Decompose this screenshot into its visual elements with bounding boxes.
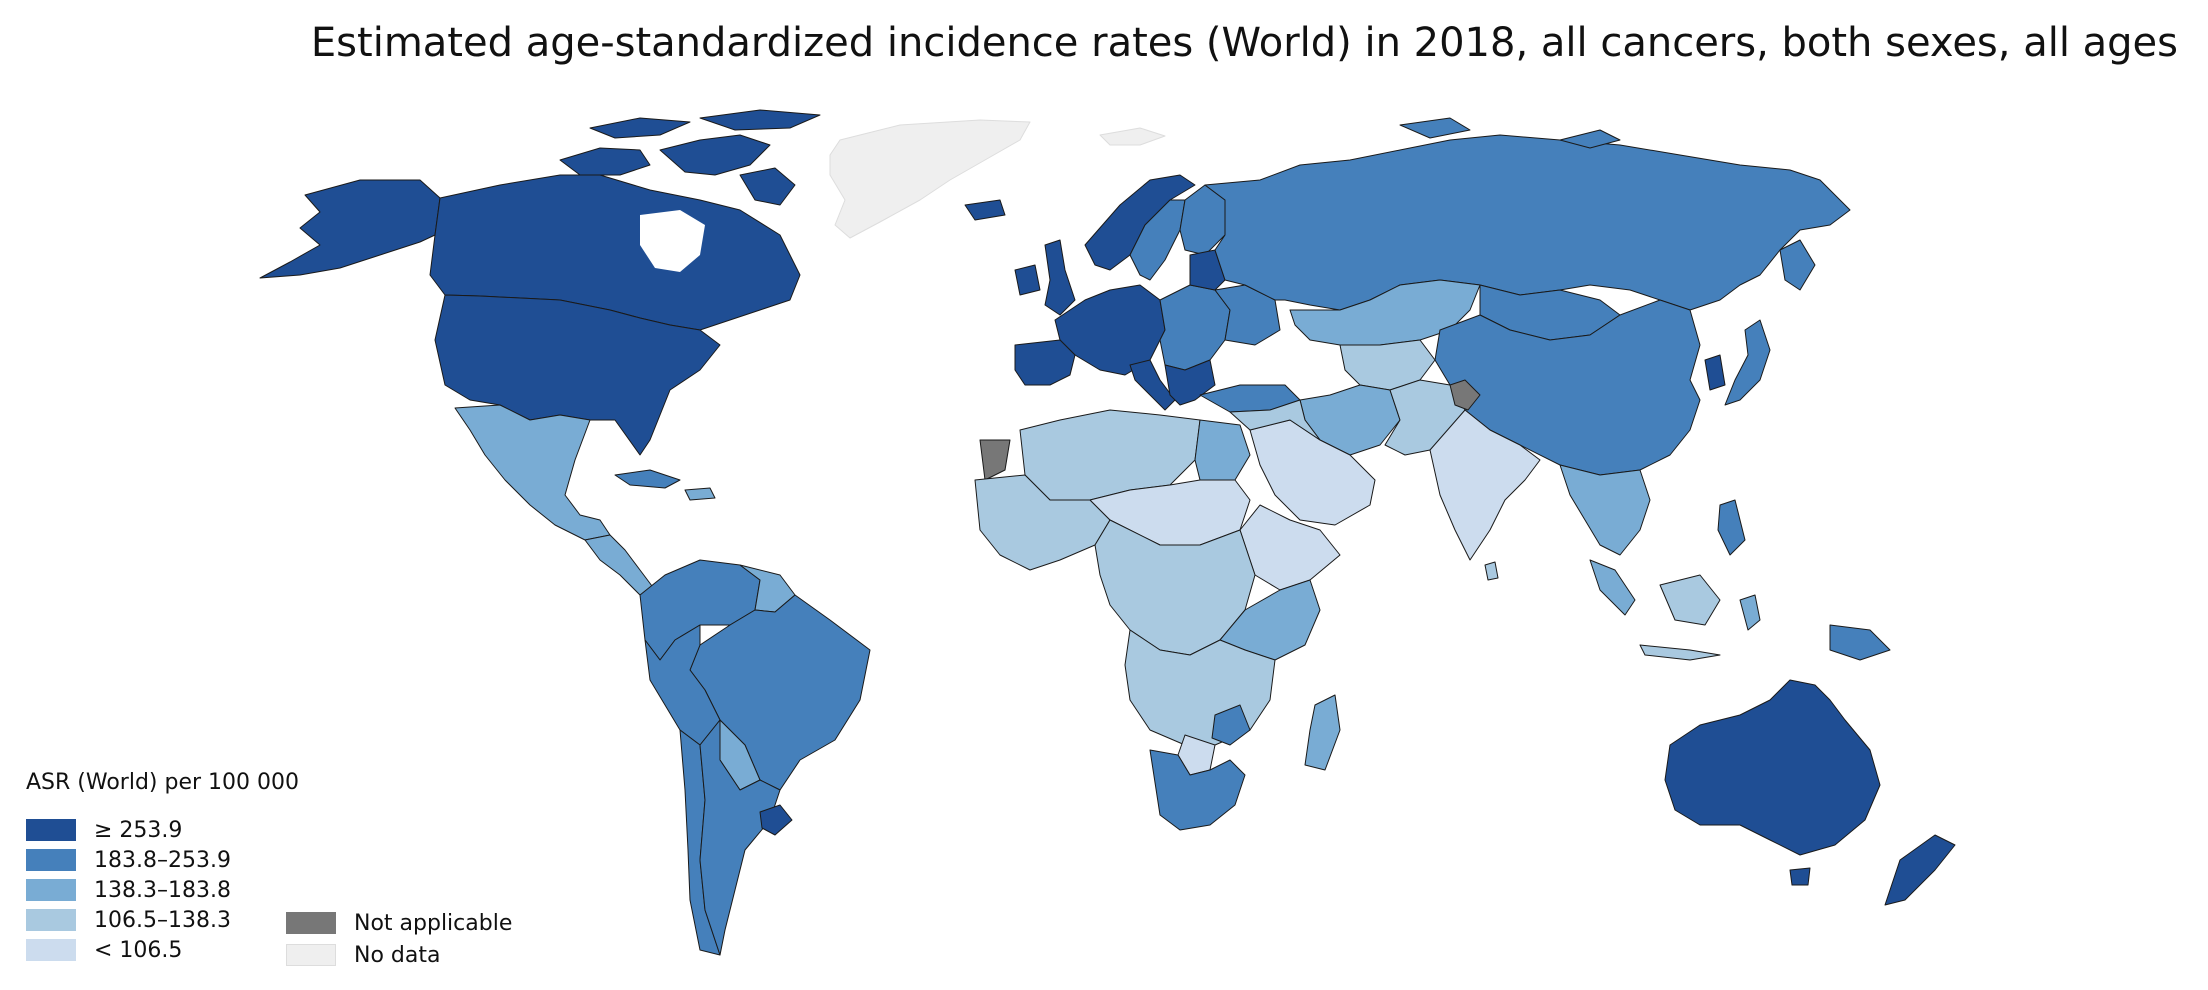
legend-item: 138.3–183.8	[26, 877, 231, 903]
map-title: Estimated age-standardized incidence rat…	[310, 20, 2178, 66]
legend-swatch	[26, 879, 76, 901]
region-zimbabwe	[1211, 704, 1251, 746]
legend-item: No data	[286, 942, 441, 968]
region-canada-arctic	[699, 109, 821, 131]
region-usa	[434, 294, 721, 456]
region-russia-arctic	[1559, 129, 1621, 149]
region-ireland	[1014, 264, 1041, 296]
region-kashmir	[1449, 379, 1481, 411]
region-uruguay	[759, 804, 793, 836]
region-hispaniola	[684, 487, 716, 501]
region-central-america	[584, 534, 656, 596]
region-argentina	[699, 719, 781, 956]
region-malay-sumatra	[1589, 559, 1636, 616]
region-australia	[1664, 679, 1881, 856]
legend-label: < 106.5	[94, 937, 183, 963]
region-greenland	[829, 119, 1031, 239]
region-india	[1429, 409, 1541, 561]
region-new-zealand	[1884, 834, 1956, 906]
region-mainland-sea	[1559, 464, 1651, 556]
region-tasmania	[1789, 867, 1811, 886]
legend-swatch	[26, 909, 76, 931]
legend-label: 138.3–183.8	[94, 877, 231, 903]
legend-label: 106.5–138.3	[94, 907, 231, 933]
legend-label: ≥ 253.9	[94, 817, 183, 843]
region-levant-iraq	[1229, 399, 1321, 441]
legend-label: Not applicable	[354, 910, 513, 936]
legend-swatch	[26, 849, 76, 871]
region-new-guinea	[1829, 624, 1891, 661]
legend-swatch	[26, 939, 76, 961]
region-russia	[1204, 134, 1851, 311]
region-italy	[1129, 359, 1176, 411]
legend-label: No data	[354, 942, 441, 968]
region-baltics	[1189, 249, 1226, 291]
legend-swatch	[26, 819, 76, 841]
legend-item: Not applicable	[286, 910, 513, 936]
legend-heading: ASR (World) per 100 000	[26, 770, 300, 795]
region-peru-bolivia	[644, 624, 721, 746]
region-sri-lanka	[1484, 561, 1499, 581]
region-hudson-bay	[640, 210, 705, 272]
region-horn	[1239, 504, 1341, 591]
region-russia-arctic	[1399, 117, 1471, 139]
region-sulawesi	[1739, 594, 1761, 631]
legend-swatch	[286, 944, 336, 966]
legend-label: 183.8–253.9	[94, 847, 231, 873]
region-philippines	[1717, 499, 1746, 556]
region-canada-arctic	[659, 134, 771, 176]
legend-item: < 106.5	[26, 937, 183, 963]
region-iberia	[1014, 339, 1076, 386]
region-mexico	[454, 404, 611, 541]
region-canada-arctic	[559, 147, 651, 176]
legend-swatch	[286, 912, 336, 934]
region-uk	[1044, 239, 1076, 316]
legend-item: ≥ 253.9	[26, 817, 183, 843]
region-svalbard	[1099, 127, 1166, 146]
legend-item: 106.5–138.3	[26, 907, 231, 933]
region-canada-arctic	[589, 117, 691, 139]
region-balkans	[1164, 359, 1216, 406]
legend-item: 183.8–253.9	[26, 847, 231, 873]
region-cuba	[614, 469, 681, 489]
region-kamchatka	[1779, 239, 1816, 291]
region-eastern-europe	[1159, 284, 1231, 371]
region-japan	[1724, 319, 1771, 406]
region-java	[1639, 644, 1721, 661]
region-korea	[1704, 354, 1726, 391]
region-alaska	[259, 179, 441, 279]
region-madagascar	[1304, 694, 1341, 771]
region-canada-arctic	[739, 167, 796, 206]
region-iceland	[964, 199, 1006, 221]
region-borneo	[1659, 574, 1721, 626]
region-kazakhstan	[1289, 279, 1481, 346]
region-egypt	[1194, 419, 1251, 481]
region-western-sahara	[979, 439, 1011, 481]
region-south-africa	[1149, 749, 1246, 831]
